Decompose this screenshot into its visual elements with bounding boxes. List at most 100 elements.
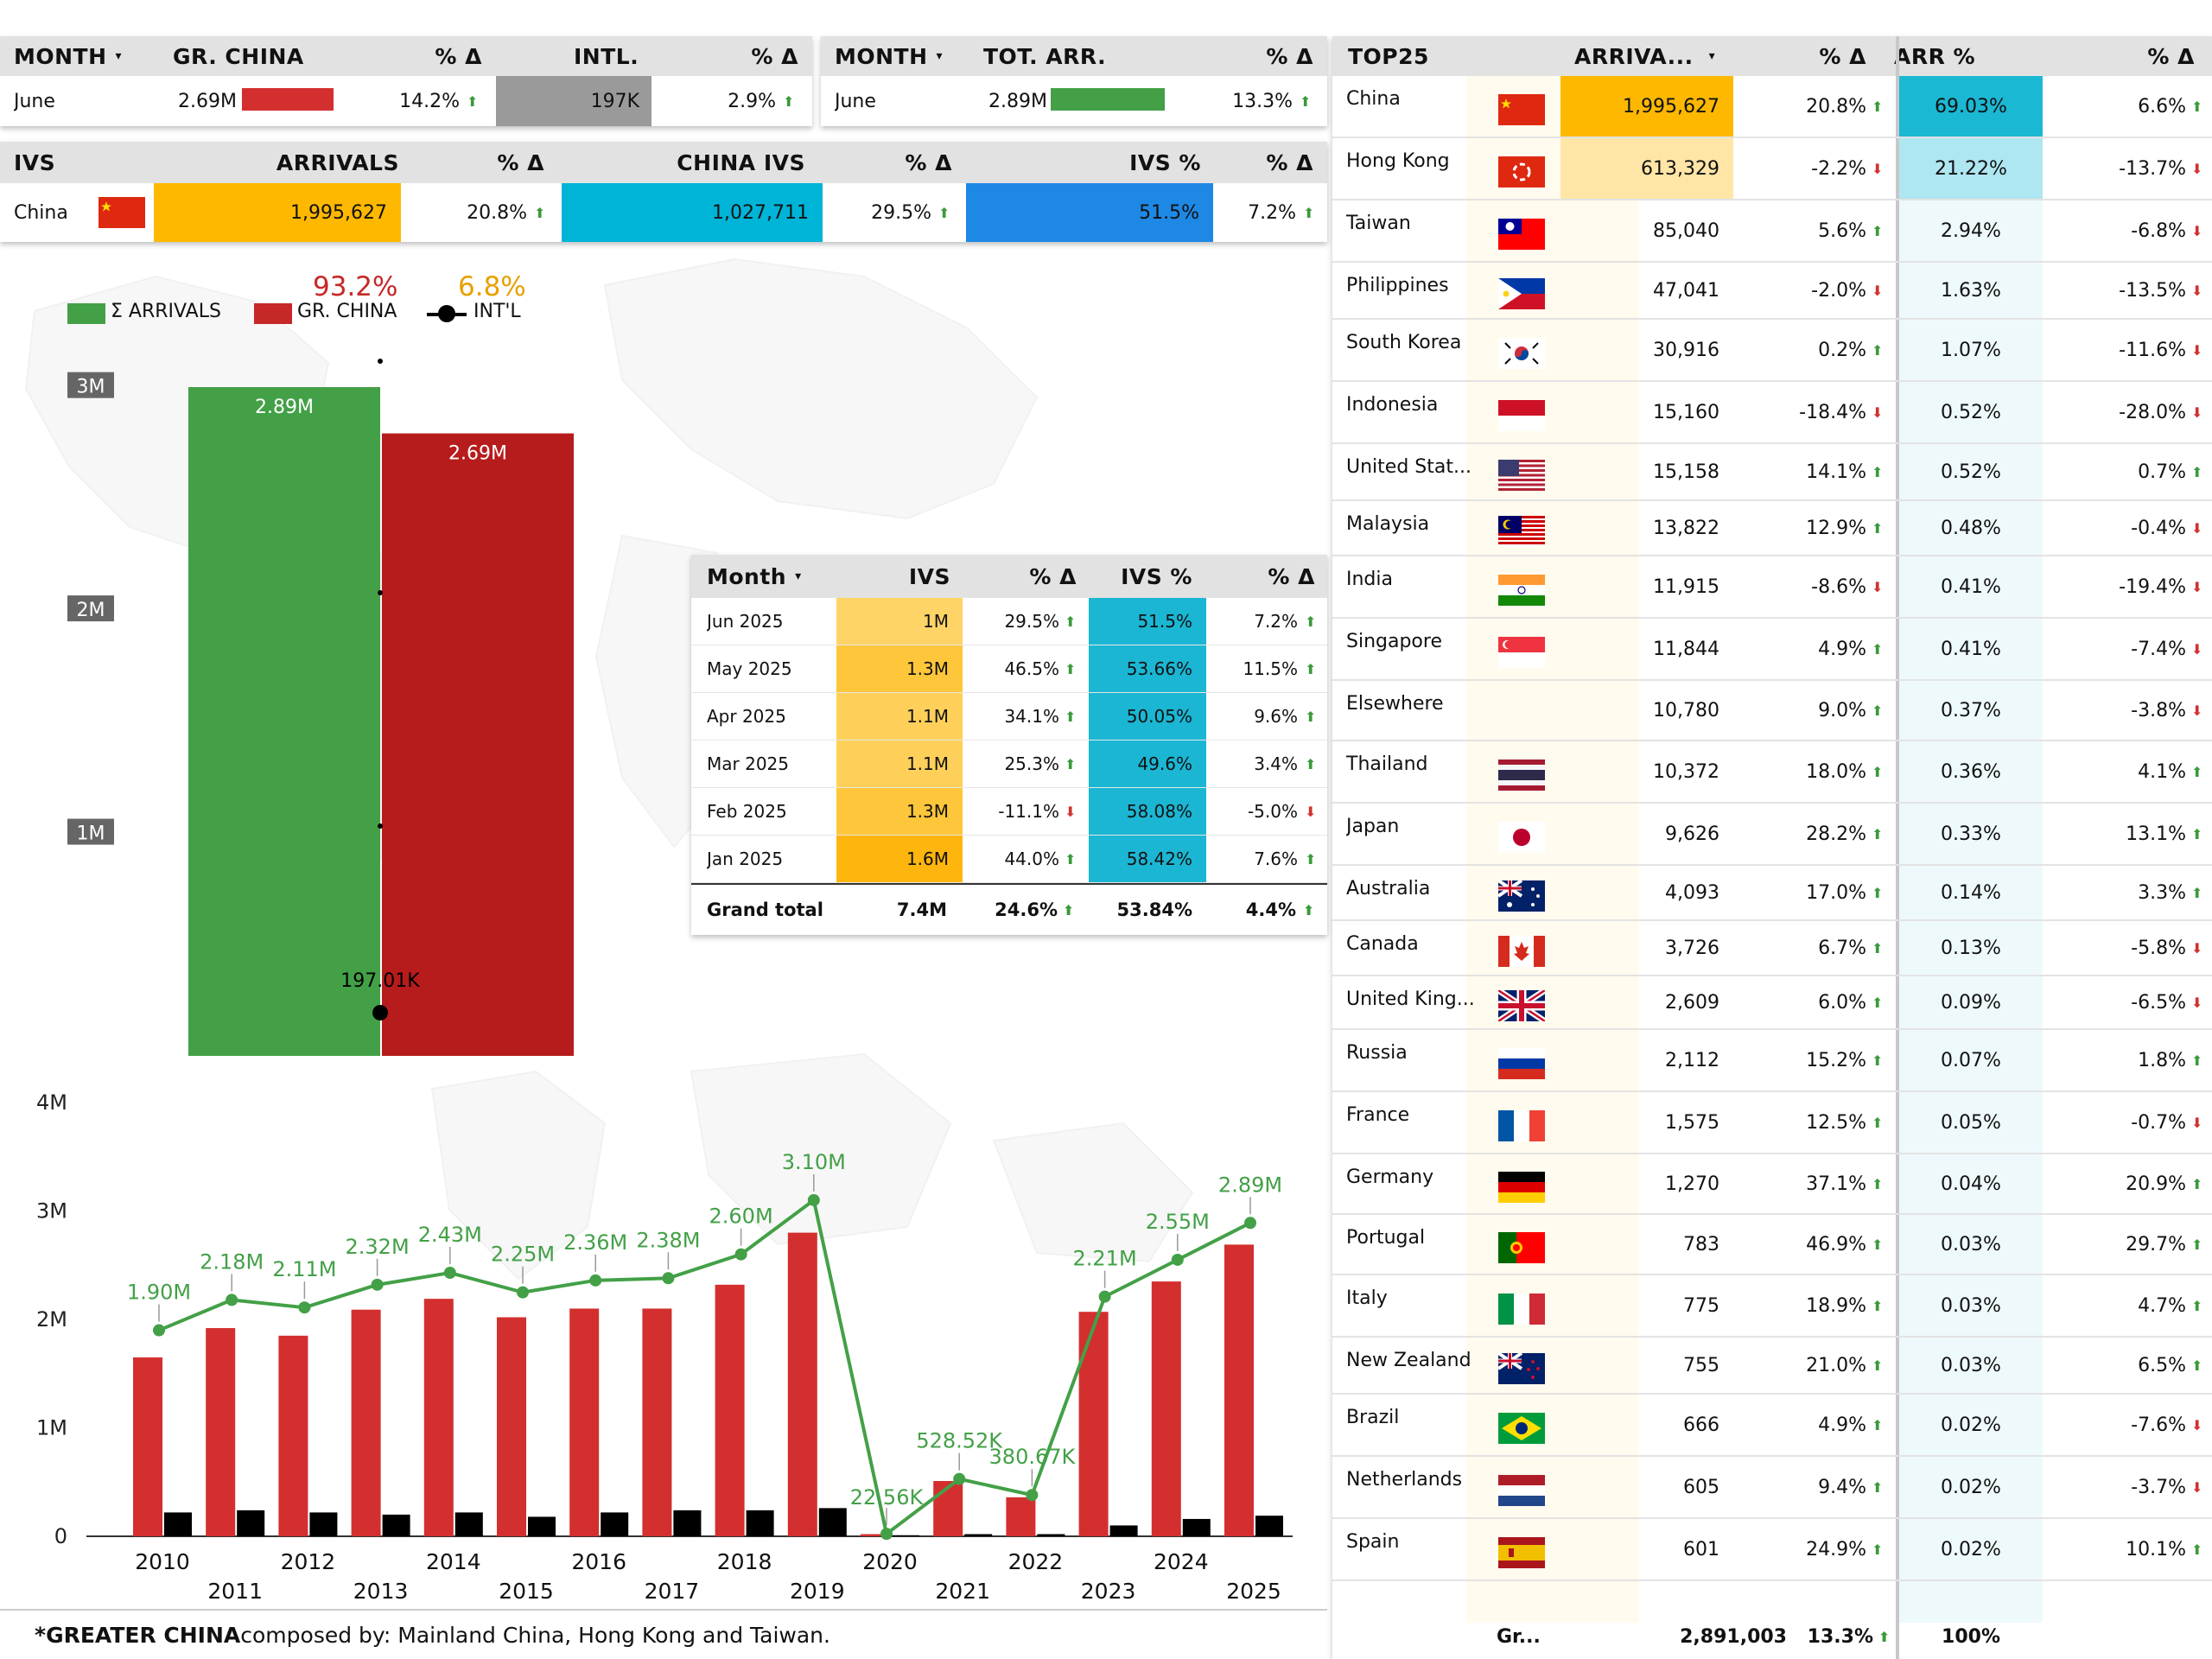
bar-international[interactable] (673, 1510, 702, 1536)
pct-header[interactable]: % Δ (1029, 563, 1077, 589)
top25-row[interactable]: Japan 9,626 28.2% ⬆ 0.33% 13.1% ⬆ (1332, 804, 2212, 866)
line-point[interactable] (807, 1193, 820, 1206)
month-row[interactable]: Jan 2025 1.6M 44.0% ⬆ 58.42% 7.6% ⬆ (691, 836, 1327, 883)
tot-pct-header[interactable]: % Δ (1266, 43, 1313, 69)
line-point[interactable] (298, 1301, 311, 1314)
bar-international[interactable] (309, 1512, 338, 1536)
bar-international[interactable] (1182, 1518, 1211, 1536)
top25-row[interactable]: Taiwan 85,040 5.6% ⬆ 2.94% -6.8% ⬇ (1332, 200, 2212, 263)
top25-row[interactable]: Australia 4,093 17.0% ⬆ 0.14% 3.3% ⬆ (1332, 866, 2212, 921)
tot-arr-header[interactable]: TOT. ARR. (983, 43, 1107, 69)
month-row[interactable]: Jun 2025 1M 29.5% ⬆ 51.5% 7.2% ⬆ (691, 598, 1327, 645)
month-row[interactable]: Apr 2025 1.1M 34.1% ⬆ 50.05% 9.6% ⬆ (691, 693, 1327, 741)
month-row[interactable]: Mar 2025 1.1M 25.3% ⬆ 49.6% 3.4% ⬆ (691, 741, 1327, 788)
bar-international[interactable] (1037, 1534, 1065, 1536)
bar-international[interactable] (1255, 1516, 1283, 1536)
ivs-pct-header[interactable]: IVS % (1121, 563, 1192, 589)
china-ivs-header[interactable]: CHINA IVS (677, 149, 805, 175)
intl-pct-header[interactable]: % Δ (751, 43, 798, 69)
top25-row[interactable]: Elsewhere 10,780 9.0% ⬆ 0.37% -3.8% ⬇ (1332, 681, 2212, 741)
legend-label-arrivals[interactable]: Σ ARRIVALS (111, 301, 221, 322)
top25-row[interactable]: Netherlands 605 9.4% ⬆ 0.02% -3.7% ⬇ (1332, 1457, 2212, 1519)
top25-row[interactable]: India 11,915 -8.6% ⬇ 0.41% -19.4% ⬇ (1332, 556, 2212, 619)
top25-row[interactable]: Canada 3,726 6.7% ⬆ 0.13% -5.8% ⬇ (1332, 921, 2212, 976)
top25-row[interactable]: Singapore 11,844 4.9% ⬆ 0.41% -7.4% ⬇ (1332, 619, 2212, 681)
arr-pct-header[interactable]: % Δ (497, 149, 544, 175)
intl-point[interactable] (372, 1005, 388, 1020)
arr-pct-d-header[interactable]: % Δ (2147, 43, 2195, 69)
legend-label-intl[interactable]: INT'L (474, 301, 521, 322)
month-row[interactable]: Feb 2025 1.3M -11.1% ⬇ 58.08% -5.0% ⬇ (691, 788, 1327, 836)
top25-row[interactable]: Spain 601 24.9% ⬆ 0.02% 10.1% ⬆ (1332, 1519, 2212, 1581)
bar-international[interactable] (1109, 1525, 1138, 1536)
gr-pct-header[interactable]: % Δ (435, 43, 482, 69)
sort-caret-icon[interactable]: ▾ (936, 49, 944, 63)
month-header[interactable]: MONTH ▾ (835, 36, 982, 76)
arrivals-header[interactable]: ARRIVALS (276, 149, 399, 175)
ivs-header[interactable]: IVS (908, 563, 950, 589)
line-point[interactable] (662, 1272, 675, 1285)
bar-international[interactable] (454, 1512, 483, 1536)
top25-row[interactable]: New Zealand 755 21.0% ⬆ 0.03% 6.5% ⬆ (1332, 1338, 2212, 1395)
bar-international[interactable] (601, 1512, 629, 1536)
civs-pct-header[interactable]: % Δ (905, 149, 952, 175)
line-point[interactable] (1171, 1253, 1184, 1266)
bar-greater-china[interactable] (382, 433, 574, 1056)
bar-greater-china[interactable] (351, 1309, 381, 1536)
arrivals-header[interactable]: ARRIVA... ▾ (1574, 36, 1747, 76)
bar-total-arrivals[interactable] (188, 387, 380, 1056)
ivs-pct-d-header[interactable]: % Δ (1266, 149, 1313, 175)
ivs-row[interactable]: China 1,995,627 20.8% ⬆ 1,027,711 29.5% … (0, 183, 1327, 242)
top25-row[interactable]: Brazil 666 4.9% ⬆ 0.02% -7.6% ⬇ (1332, 1395, 2212, 1457)
top25-row[interactable]: Thailand 10,372 18.0% ⬆ 0.36% 4.1% ⬆ (1332, 741, 2212, 804)
sort-caret-icon[interactable]: ▾ (115, 49, 123, 63)
bar-greater-china[interactable] (569, 1308, 600, 1536)
bar-greater-china[interactable] (715, 1284, 745, 1536)
line-point[interactable] (1098, 1290, 1111, 1303)
top25-row[interactable]: Indonesia 15,160 -18.4% ⬇ 0.52% -28.0% ⬇ (1332, 382, 2212, 444)
bar-greater-china[interactable] (861, 1534, 890, 1536)
bar-international[interactable] (528, 1516, 556, 1536)
line-point[interactable] (517, 1286, 529, 1299)
top25-row[interactable]: France 1,575 12.5% ⬆ 0.05% -0.7% ⬇ (1332, 1092, 2212, 1154)
bar-greater-china[interactable] (642, 1308, 672, 1536)
bar-greater-china[interactable] (1006, 1497, 1036, 1536)
top25-row[interactable]: Malaysia 13,822 12.9% ⬆ 0.48% -0.4% ⬇ (1332, 501, 2212, 556)
line-point[interactable] (880, 1528, 893, 1541)
line-point[interactable] (1026, 1489, 1039, 1502)
bar-international[interactable] (382, 1514, 410, 1536)
bar-international[interactable] (746, 1510, 774, 1536)
greater-china-row[interactable]: June 2.69M 14.2% ⬆ 197K 2.9% ⬆ (0, 76, 812, 126)
ivs-pct-d-header[interactable]: % Δ (1268, 563, 1315, 589)
line-point[interactable] (153, 1324, 165, 1337)
bar-greater-china[interactable] (1078, 1312, 1109, 1536)
bar-greater-china[interactable] (787, 1232, 817, 1536)
bar-international[interactable] (164, 1512, 192, 1536)
intl-header[interactable]: INTL. (574, 43, 639, 69)
line-point[interactable] (1244, 1217, 1256, 1230)
top25-row[interactable]: Germany 1,270 37.1% ⬆ 0.04% 20.9% ⬆ (1332, 1154, 2212, 1215)
top25-row[interactable]: Philippines 47,041 -2.0% ⬇ 1.63% -13.5% … (1332, 263, 2212, 320)
top25-row[interactable]: Italy 775 18.9% ⬆ 0.03% 4.7% ⬆ (1332, 1275, 2212, 1338)
arr-pct-header[interactable]: ARR % (1894, 43, 1976, 69)
top25-row[interactable]: United King... 2,609 6.0% ⬆ 0.09% -6.5% … (1332, 976, 2212, 1030)
bar-greater-china[interactable] (423, 1299, 454, 1536)
pct-header[interactable]: % Δ (1819, 43, 1866, 69)
top25-row[interactable]: United Stat... 15,158 14.1% ⬆ 0.52% 0.7%… (1332, 444, 2212, 501)
month-header[interactable]: Month ▾ (707, 555, 845, 598)
top25-row[interactable]: China 1,995,627 20.8% ⬆ 69.03% 6.6% ⬆ (1332, 76, 2212, 138)
bar-international[interactable] (237, 1510, 265, 1536)
bar-greater-china[interactable] (133, 1357, 162, 1536)
ivs-header[interactable]: IVS (14, 149, 56, 175)
sort-caret-icon[interactable]: ▾ (795, 569, 802, 583)
top25-header[interactable]: TOP25 (1348, 43, 1429, 69)
top25-row[interactable]: Russia 2,112 15.2% ⬆ 0.07% 1.8% ⬆ (1332, 1030, 2212, 1092)
bar-greater-china[interactable] (1151, 1281, 1181, 1536)
top25-row[interactable]: Portugal 783 46.9% ⬆ 0.03% 29.7% ⬆ (1332, 1215, 2212, 1275)
line-point[interactable] (371, 1278, 384, 1291)
month-row[interactable]: May 2025 1.3M 46.5% ⬆ 53.66% 11.5% ⬆ (691, 645, 1327, 693)
gr-china-header[interactable]: GR. CHINA (173, 43, 304, 69)
line-point[interactable] (226, 1294, 238, 1306)
legend-label-china[interactable]: GR. CHINA (297, 301, 397, 322)
top25-row[interactable]: South Korea 30,916 0.2% ⬆ 1.07% -11.6% ⬇ (1332, 320, 2212, 382)
